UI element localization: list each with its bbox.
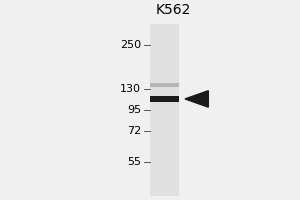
Text: 55: 55 xyxy=(127,157,141,167)
Bar xyxy=(150,83,179,87)
Polygon shape xyxy=(185,91,208,107)
Bar xyxy=(150,24,179,196)
Bar xyxy=(150,96,179,102)
Text: 250: 250 xyxy=(120,40,141,50)
Text: 72: 72 xyxy=(127,126,141,136)
Text: 130: 130 xyxy=(120,84,141,94)
Text: K562: K562 xyxy=(156,3,191,17)
Text: 95: 95 xyxy=(127,105,141,115)
